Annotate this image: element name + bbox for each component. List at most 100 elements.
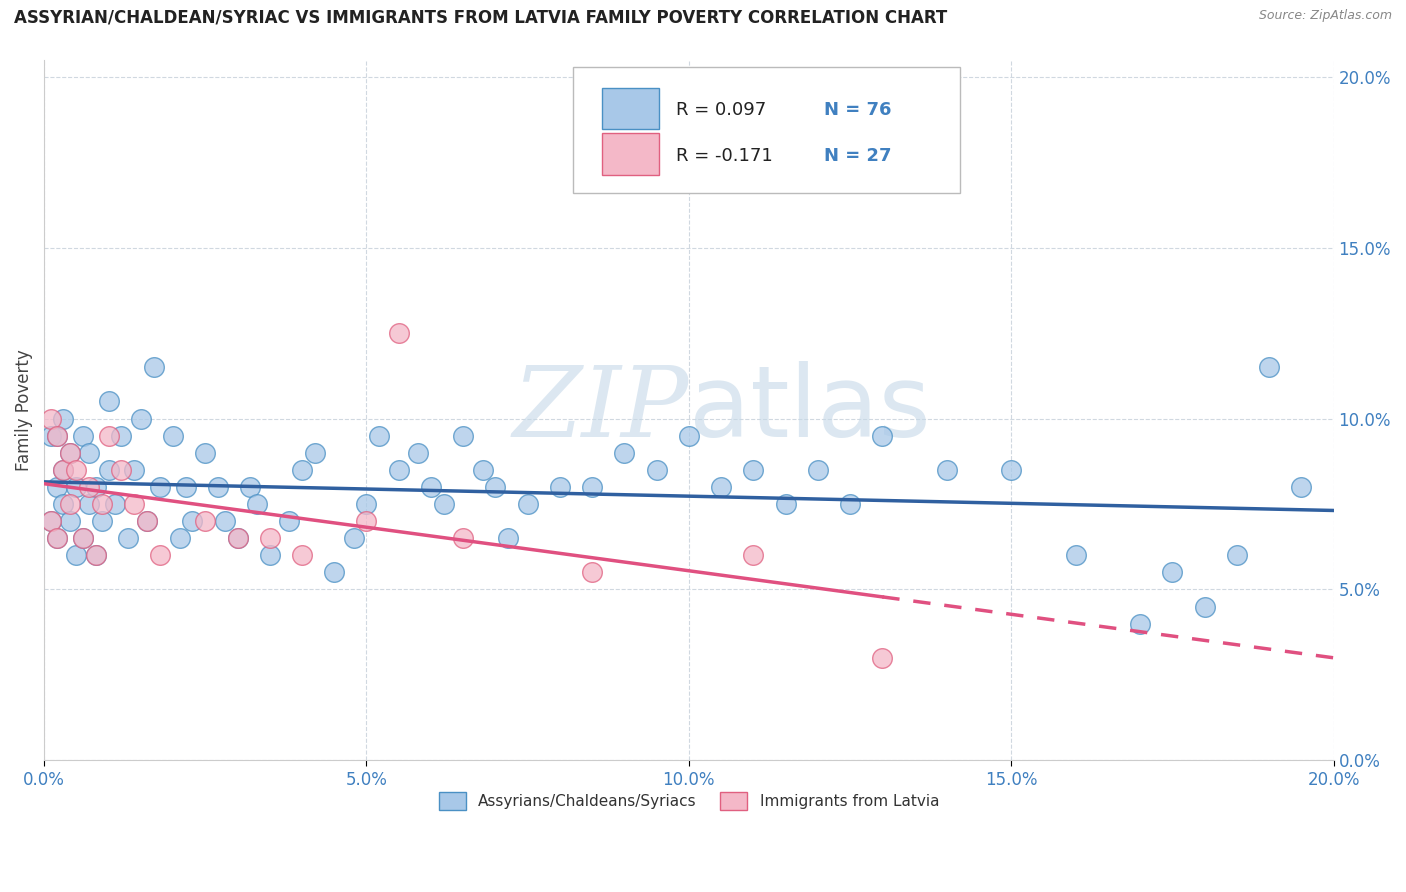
Legend: Assyrians/Chaldeans/Syriacs, Immigrants from Latvia: Assyrians/Chaldeans/Syriacs, Immigrants … [433, 786, 945, 816]
Point [65, 463, 87, 477]
Point [181, 514, 204, 528]
Point [52, 463, 75, 477]
Point [46, 531, 69, 545]
Point [388, 326, 411, 340]
Point [142, 360, 165, 375]
Point [52, 497, 75, 511]
Point [645, 463, 668, 477]
Point [484, 480, 506, 494]
Point [356, 497, 378, 511]
Point [72, 531, 94, 545]
Point [39, 411, 62, 425]
Point [304, 446, 326, 460]
Point [259, 549, 281, 563]
Point [174, 480, 197, 494]
FancyBboxPatch shape [603, 133, 659, 175]
Point [162, 428, 184, 442]
Point [97, 463, 120, 477]
Point [259, 531, 281, 545]
FancyBboxPatch shape [572, 67, 960, 193]
FancyBboxPatch shape [603, 87, 659, 129]
Point [77, 480, 100, 494]
Point [807, 463, 830, 477]
Point [1129, 616, 1152, 631]
Point [678, 428, 700, 442]
Point [935, 463, 957, 477]
Point [742, 549, 765, 563]
Point [59, 514, 82, 528]
Point [471, 463, 494, 477]
Point [278, 514, 301, 528]
Point [91, 514, 114, 528]
Point [84, 480, 107, 494]
Point [226, 531, 249, 545]
Point [39, 514, 62, 528]
Text: ZIP: ZIP [513, 362, 689, 458]
Point [194, 514, 217, 528]
Point [1194, 599, 1216, 614]
Point [291, 549, 314, 563]
Point [498, 531, 520, 545]
Point [1161, 566, 1184, 580]
Point [149, 480, 172, 494]
Point [406, 446, 429, 460]
Y-axis label: Family Poverty: Family Poverty [15, 349, 32, 471]
Point [388, 463, 411, 477]
Point [581, 566, 603, 580]
Point [117, 531, 139, 545]
Point [136, 514, 159, 528]
Point [39, 428, 62, 442]
Point [368, 428, 391, 442]
Point [246, 497, 269, 511]
Point [420, 480, 443, 494]
Point [72, 531, 94, 545]
Point [46, 480, 69, 494]
Point [124, 463, 146, 477]
Point [110, 428, 132, 442]
Point [1000, 463, 1022, 477]
Point [72, 428, 94, 442]
Point [84, 549, 107, 563]
Point [77, 446, 100, 460]
Point [548, 480, 571, 494]
Point [124, 497, 146, 511]
Point [46, 531, 69, 545]
Text: N = 27: N = 27 [824, 146, 891, 165]
Point [97, 428, 120, 442]
Point [872, 428, 894, 442]
Point [239, 480, 262, 494]
Point [451, 428, 474, 442]
Point [742, 463, 765, 477]
Point [839, 497, 862, 511]
Point [1291, 480, 1313, 494]
Point [516, 497, 538, 511]
Text: R = -0.171: R = -0.171 [676, 146, 773, 165]
Point [214, 514, 236, 528]
Point [775, 497, 797, 511]
Point [65, 480, 87, 494]
Point [1226, 549, 1249, 563]
Point [581, 480, 603, 494]
Text: Source: ZipAtlas.com: Source: ZipAtlas.com [1258, 9, 1392, 22]
Point [84, 549, 107, 563]
Point [39, 514, 62, 528]
Point [136, 514, 159, 528]
Point [207, 480, 229, 494]
Text: ASSYRIAN/CHALDEAN/SYRIAC VS IMMIGRANTS FROM LATVIA FAMILY POVERTY CORRELATION CH: ASSYRIAN/CHALDEAN/SYRIAC VS IMMIGRANTS F… [14, 9, 948, 27]
Point [149, 549, 172, 563]
Point [59, 497, 82, 511]
Point [52, 463, 75, 477]
Point [226, 531, 249, 545]
Point [356, 514, 378, 528]
Point [169, 531, 191, 545]
Point [65, 549, 87, 563]
Point [451, 531, 474, 545]
Point [872, 650, 894, 665]
Point [77, 497, 100, 511]
Point [52, 411, 75, 425]
Point [1258, 360, 1281, 375]
Point [342, 531, 364, 545]
Point [59, 446, 82, 460]
Point [1064, 549, 1087, 563]
Point [291, 463, 314, 477]
